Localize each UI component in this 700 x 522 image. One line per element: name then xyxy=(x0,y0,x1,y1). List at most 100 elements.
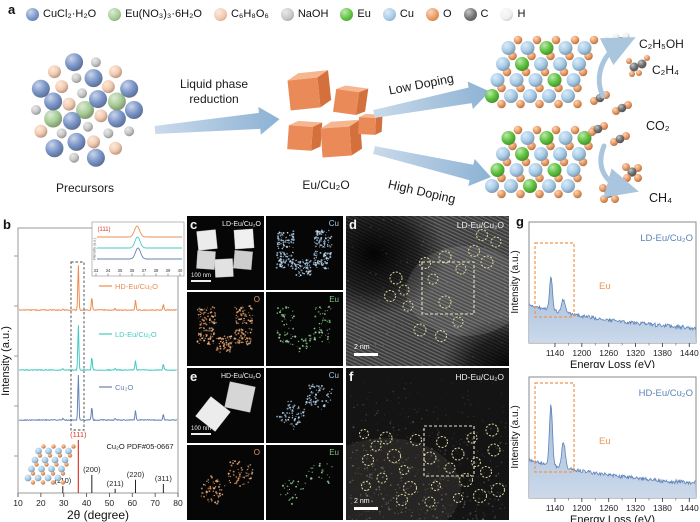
xrd-inset-xtick: 34 xyxy=(106,268,111,273)
eu-annotation: Eu xyxy=(599,281,611,292)
atom-sphere-icon xyxy=(213,7,227,21)
process-label-2: reduction xyxy=(189,92,238,106)
eels-sample-label: LD-Eu/Cu₂O xyxy=(640,233,693,244)
legend-item-5: Cu xyxy=(382,7,414,21)
hrtem-hd: HD-Eu/Cu₂O 2 nm xyxy=(346,368,509,520)
eu-site-marker xyxy=(480,255,494,269)
eu-site-marker xyxy=(468,245,480,257)
eu-site-marker xyxy=(485,423,499,437)
eu-site-marker xyxy=(403,481,417,495)
tem-image-e: HD-Eu/Cu₂O 100 nm xyxy=(187,368,264,443)
eu-edge-box xyxy=(534,242,575,318)
xrd-inset-ylabel: Intensity (a.u.) xyxy=(92,238,96,261)
xrd-inset-curve-0 xyxy=(97,225,182,238)
eu-site-marker xyxy=(455,263,467,275)
tem-scalebar xyxy=(191,280,211,282)
xrd-ylabel: Intensity (a.u.) xyxy=(0,326,12,396)
eu-site-marker xyxy=(396,494,408,506)
eu-site-marker xyxy=(398,284,410,296)
eu-site-marker xyxy=(491,483,505,497)
eels-xtick: 1380 xyxy=(653,503,672,513)
atom-sphere-icon xyxy=(26,7,39,21)
pdf-label: (211) xyxy=(107,479,124,488)
map-o-e: O xyxy=(187,445,264,520)
molecule-co2-2 xyxy=(588,122,608,136)
atom-sphere-icon xyxy=(425,7,439,21)
lattice-high-doping xyxy=(485,125,599,199)
panel-label-g: g xyxy=(516,214,524,229)
legend-item-label: NaOH xyxy=(297,8,329,20)
high-doping-label: High Doping xyxy=(387,177,457,206)
hrtem-scalebar xyxy=(354,507,378,510)
eels-plot-ld: Eu LD-Eu/Cu₂O 1140 1200 1260 1320 1380 1440 Ener… xyxy=(510,221,699,368)
eu-site-marker xyxy=(490,236,502,248)
eels-xtick: 1320 xyxy=(626,503,645,513)
eu-site-marker xyxy=(379,431,393,445)
xrd-inset-box xyxy=(91,221,185,277)
eu-site-marker xyxy=(376,472,388,484)
pdf-label-111: (111) xyxy=(70,430,87,439)
legend-item-7: C xyxy=(463,7,488,21)
legend-item-label: Cu xyxy=(399,8,414,20)
xrd-xtick: 80 xyxy=(173,498,183,508)
pdf-label: (220) xyxy=(127,470,145,479)
eels-xtick: 1200 xyxy=(572,503,591,513)
pdf-label: (311) xyxy=(155,474,172,483)
eds-maps-ld: LD-Eu/Cu₂O 100 nm Cu O Eu xyxy=(187,216,343,366)
xrd-series-label-0: HD-Eu/Cu₂O xyxy=(115,282,158,291)
xrd-inset-peak-label: (111) xyxy=(97,227,110,233)
xrd-xtick: 10 xyxy=(13,498,23,508)
eels-xtick: 1440 xyxy=(680,503,699,513)
eu-site-marker xyxy=(471,457,481,467)
eu-site-marker xyxy=(453,493,463,503)
eu-site-marker xyxy=(402,300,414,312)
xrd-inset-xtick: 36 xyxy=(130,268,135,273)
reduction-arrow xyxy=(154,106,280,135)
eels-xtick: 1260 xyxy=(599,503,618,513)
eu-site-marker xyxy=(410,434,422,446)
xrd-xtick: 30 xyxy=(59,498,69,508)
eu-site-marker xyxy=(431,481,441,491)
eels-xlabel: Energy Loss (eV) xyxy=(570,359,655,368)
intermediate-label: Eu/Cu₂O xyxy=(302,178,349,192)
xrd-xlabel: 2θ (degree) xyxy=(67,508,129,522)
atom-sphere-icon xyxy=(280,7,294,21)
hrtem-scalebar-label: 2 nm xyxy=(354,344,370,351)
molecule-ch4-0 xyxy=(622,163,642,182)
eu-site-marker xyxy=(444,462,456,474)
map-label-o: O xyxy=(254,448,260,457)
product-label-co2: CO₂ xyxy=(646,119,670,133)
xrd-curve-2 xyxy=(18,374,178,422)
eels-sample-label: HD-Eu/Cu₂O xyxy=(639,388,693,399)
eels-xtick: 1140 xyxy=(546,348,565,358)
product-label-ethylene: C₂H₄ xyxy=(652,63,679,77)
eu-site-marker xyxy=(487,443,501,457)
low-doping-arrow: Low Doping xyxy=(373,71,490,118)
legend-item-2: C₆H₈O₆ xyxy=(213,7,269,21)
pdf-label: (200) xyxy=(83,465,101,474)
map-label-cu: Cu xyxy=(329,219,339,228)
precursors-label: Precursors xyxy=(56,181,114,195)
xrd-plot: 10 20 30 40 50 60 70 80 2θ (degree) Intensity (a.… xyxy=(0,221,185,522)
legend-item-0: CuCl₂·H₂O xyxy=(26,7,96,21)
panel-label-d: d xyxy=(349,217,357,232)
arrow-to-c2-products xyxy=(596,37,636,99)
eu-site-marker xyxy=(427,273,439,285)
tem-image-c: LD-Eu/Cu₂O 100 nm xyxy=(187,216,264,290)
eu-site-marker xyxy=(476,229,488,241)
molecule-ethylene xyxy=(626,55,650,77)
eels-xtick: 1440 xyxy=(680,348,699,358)
eu-site-marker xyxy=(438,250,452,264)
product-label-ethanol: C₂H₅OH xyxy=(639,37,684,51)
eu-site-marker xyxy=(452,316,464,328)
eu-site-marker xyxy=(436,436,448,448)
map-cu-e: Cu xyxy=(266,368,343,443)
xrd-inset-xtick: 37 xyxy=(142,268,147,273)
tem-scalebar-label: 100 nm xyxy=(191,273,211,279)
hrtem-scalebar xyxy=(354,353,378,356)
legend-item-6: O xyxy=(425,7,452,21)
atom-sphere-icon xyxy=(463,7,477,21)
panel-label-a: a xyxy=(8,2,16,17)
xrd-series-label-2: Cu₂O xyxy=(115,383,133,392)
